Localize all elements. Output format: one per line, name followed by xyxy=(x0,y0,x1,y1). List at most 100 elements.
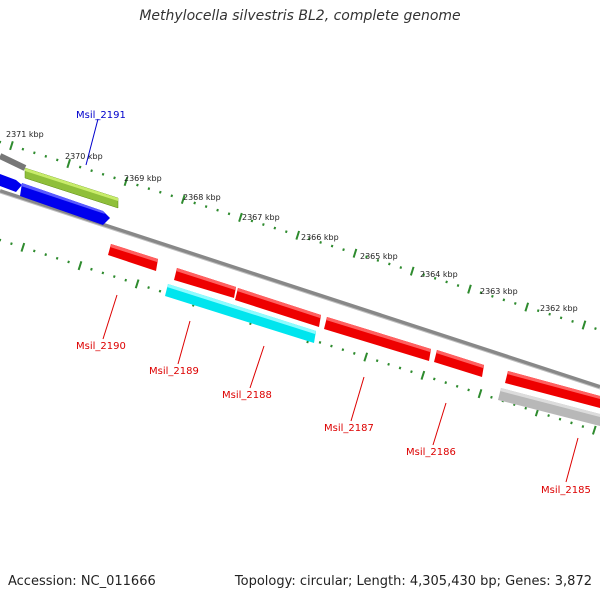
gene-arrow-highlight xyxy=(507,371,600,399)
minor-tick xyxy=(33,151,36,155)
minor-tick xyxy=(216,208,219,212)
gene-arrow-blue[interactable] xyxy=(0,174,22,192)
minor-tick xyxy=(570,421,573,425)
minor-tick xyxy=(479,291,483,295)
minor-tick xyxy=(170,194,174,198)
gene-arrow-msil-2188[interactable] xyxy=(235,288,321,327)
kbp-label: 2363 kbp xyxy=(480,287,518,296)
minor-tick xyxy=(502,298,506,302)
gene-label-msil-2189[interactable]: Msil_2189 xyxy=(149,366,199,377)
gene-label-msil-2186[interactable]: Msil_2186 xyxy=(406,447,456,458)
minor-tick xyxy=(559,316,563,320)
gene-arrow-msil-2189[interactable] xyxy=(174,268,236,298)
gene-arrow-highlight xyxy=(436,350,484,368)
major-tick xyxy=(66,158,72,169)
minor-tick xyxy=(204,205,208,209)
gene-arrow-blue-msil-2191[interactable] xyxy=(20,183,110,225)
major-tick xyxy=(20,242,26,252)
gene-track-outer xyxy=(0,167,119,225)
major-tick xyxy=(363,352,369,362)
minor-tick xyxy=(32,249,36,253)
gene-arrow-msil-2187[interactable] xyxy=(324,317,431,361)
gene-label-msil-2188[interactable]: Msil_2188 xyxy=(222,390,272,401)
major-tick xyxy=(524,302,530,312)
minor-tick xyxy=(388,262,391,266)
minor-tick xyxy=(227,212,231,216)
gene-arrow-green-highlight xyxy=(25,168,118,201)
minor-tick xyxy=(55,158,59,162)
leader-msil-2186 xyxy=(432,402,447,446)
minor-tick xyxy=(112,275,116,279)
kbp-label: 2371 kbp xyxy=(6,130,44,139)
major-tick xyxy=(134,279,140,289)
major-tick xyxy=(591,425,597,435)
minor-tick xyxy=(558,417,562,421)
gene-label-msil-2187[interactable]: Msil_2187 xyxy=(324,423,374,434)
minor-tick xyxy=(78,165,82,169)
kbp-label: 2369 kbp xyxy=(124,174,162,183)
minor-tick xyxy=(90,267,93,271)
minor-tick xyxy=(375,359,379,363)
minor-tick xyxy=(318,340,322,344)
kbp-label: 2362 kbp xyxy=(540,304,578,313)
gene-arrow-blue-highlight xyxy=(21,183,105,214)
minor-tick xyxy=(136,183,139,187)
gene-arrow-cyan[interactable] xyxy=(165,284,316,343)
major-tick xyxy=(77,261,83,271)
minor-tick xyxy=(490,395,493,399)
minor-tick xyxy=(113,176,116,180)
kbp-label: 2370 kbp xyxy=(65,152,103,161)
minor-tick xyxy=(467,388,470,392)
minor-tick xyxy=(422,273,426,277)
major-tick xyxy=(123,176,129,187)
minor-tick xyxy=(193,201,196,205)
minor-tick xyxy=(101,271,105,275)
gene-label-msil-2190[interactable]: Msil_2190 xyxy=(76,341,126,352)
minor-tick xyxy=(513,302,517,305)
minor-tick xyxy=(55,256,59,260)
minor-tick xyxy=(273,226,277,230)
minor-tick xyxy=(262,223,265,226)
minor-tick xyxy=(342,248,345,252)
gene-label-msil-2185[interactable]: Msil_2185 xyxy=(541,485,591,496)
gene-label-msil-2191[interactable]: Msil_2191 xyxy=(76,110,126,121)
gene-arrow-msil-2186[interactable] xyxy=(434,350,484,377)
minor-tick xyxy=(365,255,368,259)
gene-arrow-msil-2190[interactable] xyxy=(108,244,158,271)
minor-tick xyxy=(330,244,334,248)
minor-tick xyxy=(44,253,48,257)
kbp-label: 2364 kbp xyxy=(420,270,458,279)
minor-tick xyxy=(284,230,288,234)
minor-tick xyxy=(445,280,448,284)
accession-label: Accession: NC_011666 xyxy=(8,574,156,589)
minor-tick xyxy=(10,242,13,246)
leader-msil-2188 xyxy=(249,345,265,389)
minor-tick xyxy=(432,377,436,381)
minor-tick xyxy=(376,258,380,262)
minor-tick xyxy=(158,289,162,293)
minor-tick xyxy=(410,370,413,374)
major-tick xyxy=(581,320,587,330)
minor-tick xyxy=(581,425,585,428)
minor-tick xyxy=(90,169,93,173)
minor-tick xyxy=(491,294,494,298)
minor-tick xyxy=(352,351,356,355)
kbp-label: 2365 kbp xyxy=(360,252,398,261)
minor-tick xyxy=(433,276,437,280)
gene-arrow-highlight xyxy=(176,268,236,290)
gene-arrow-msil-2185[interactable] xyxy=(505,371,600,408)
kbp-label: 2366 kbp xyxy=(301,233,339,242)
minor-tick xyxy=(67,260,70,264)
label-leaders xyxy=(85,118,579,483)
minor-tick xyxy=(101,172,105,176)
minor-tick xyxy=(594,327,597,331)
major-tick xyxy=(238,212,243,222)
topology-label: Topology: circular; Length: 4,305,430 bp… xyxy=(234,574,592,589)
major-tick xyxy=(467,284,472,294)
backbone-upper xyxy=(0,153,27,171)
minor-tick xyxy=(455,384,459,388)
minor-tick xyxy=(159,190,162,194)
gene-arrow-gray[interactable] xyxy=(498,388,600,426)
minor-tick xyxy=(21,147,25,151)
